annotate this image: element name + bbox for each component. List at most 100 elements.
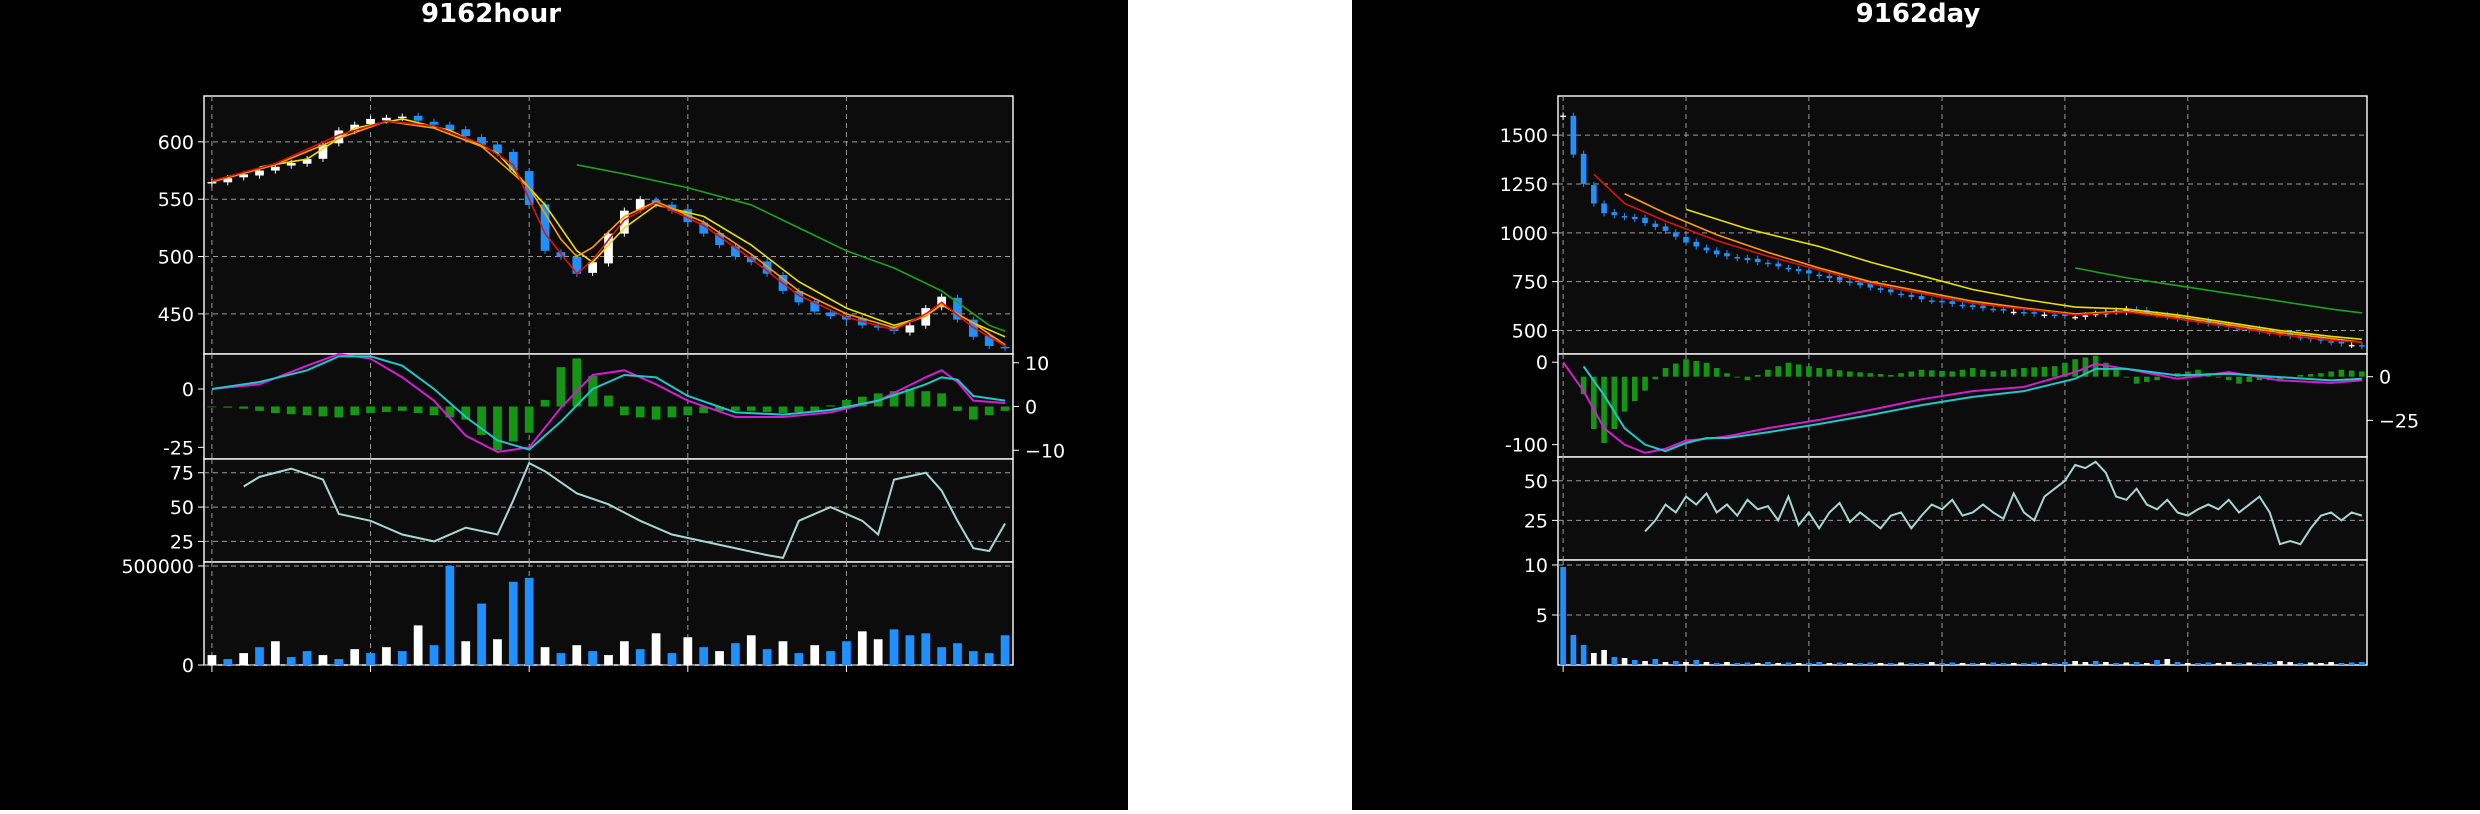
volume-bar (2103, 662, 2109, 665)
macd-histogram-bar (302, 406, 312, 416)
volume-bar (2174, 662, 2181, 665)
volume-bar (1662, 662, 1669, 665)
macd-histogram-bar (1703, 362, 1710, 377)
candle-body (572, 256, 582, 274)
macd-histogram-bar (1795, 364, 1802, 377)
candle-body (1908, 294, 1915, 297)
y-tick-label: -25 (163, 437, 194, 459)
volume-bar (1570, 635, 1577, 665)
volume-bar (1631, 660, 1638, 665)
candle-body (1672, 232, 1679, 237)
candle-body (604, 233, 613, 264)
macd-histogram-bar (921, 391, 931, 407)
volume-bar (397, 651, 407, 665)
volume-bar (715, 651, 724, 665)
y-tick-label: 600 (158, 132, 194, 154)
candle-body (1826, 275, 1833, 279)
macd-histogram-bar (1683, 359, 1689, 377)
candle-body (1765, 262, 1771, 265)
volume-bar (1877, 663, 1884, 665)
macd-histogram-bar (651, 406, 661, 420)
macd-histogram-bar (1611, 376, 1618, 430)
macd-histogram-bar (1765, 369, 1771, 377)
macd-histogram-bar (1591, 376, 1597, 430)
candle-body (2359, 345, 2365, 347)
volume-bar (1888, 663, 1894, 665)
plot-area (1557, 456, 2368, 561)
macd-histogram-bar (1806, 366, 1812, 377)
candle-body (1928, 300, 1935, 302)
volume-bar (271, 641, 280, 665)
volume-bar (1621, 658, 1628, 665)
volume-bar (1990, 662, 1997, 665)
y-tick-label: 750 (1512, 272, 1548, 294)
y-tick-label: 0 (182, 655, 194, 677)
candle-body (1795, 269, 1802, 272)
macd-histogram-bar (1580, 376, 1587, 395)
macd-histogram-bar (604, 395, 613, 407)
volume-bar (2246, 662, 2253, 665)
candle-body (366, 118, 375, 125)
candle-body (699, 222, 709, 234)
candle-body (413, 115, 423, 121)
y-tick-label-right: −10 (1025, 440, 1065, 462)
volume-bar (255, 647, 264, 665)
volume-bar (2277, 661, 2283, 665)
macd-histogram-bar (445, 406, 455, 418)
volume-bar (207, 655, 217, 665)
macd-histogram-bar (1754, 374, 1761, 377)
macd-histogram-bar (2328, 371, 2334, 377)
candle-body (1560, 115, 1566, 118)
macd-histogram-bar (1918, 369, 1925, 377)
macd-histogram-bar (2021, 367, 2027, 377)
macd-histogram-bar (1867, 373, 1874, 377)
volume-bar (2000, 663, 2007, 665)
volume-bar (2338, 663, 2345, 665)
candle-body (953, 297, 962, 320)
volume-bar (1836, 662, 1843, 665)
candle-body (239, 174, 249, 178)
moving-average-line (1685, 208, 2362, 341)
volume-bar (2041, 663, 2048, 665)
macd-histogram-bar (2041, 366, 2048, 377)
y-tick-label: 50 (170, 497, 194, 519)
volume-bar (223, 659, 233, 665)
volume-bar (334, 659, 344, 665)
macd-histogram-bar (1724, 373, 1730, 377)
macd-histogram-bar (255, 406, 264, 411)
chart-panel-daily: 9162day 500 750 1000 1250 1500 0 -100 0 −25 25 50 5… (1352, 0, 2480, 810)
macd-histogram-bar (1990, 371, 1997, 377)
macd-histogram-bar (762, 406, 772, 412)
macd-histogram-bar (937, 393, 946, 407)
volume-bar (366, 653, 375, 665)
rsi-line (1644, 460, 2363, 546)
candle-body (508, 151, 518, 171)
volume-bar (762, 649, 772, 665)
macd-line (211, 352, 1006, 454)
macd-histogram-bar (2195, 369, 2201, 377)
macd-histogram-bar (461, 406, 471, 420)
candle-body (810, 301, 820, 312)
macd-histogram-bar (778, 406, 788, 414)
candle-body (2051, 314, 2058, 317)
plot-area (1557, 559, 2368, 666)
macd-histogram-bar (826, 405, 835, 407)
chart-title: 9162day (1856, 0, 1981, 29)
macd-histogram-bar (1980, 369, 1986, 377)
macd-histogram-bar (889, 391, 899, 407)
candle-body (715, 233, 724, 246)
volume-bar (2062, 662, 2068, 665)
macd-histogram-bar (2225, 376, 2232, 381)
candle-body (1734, 257, 1741, 259)
macd-histogram-bar (1959, 369, 1966, 377)
volume-bar (572, 645, 582, 665)
volume-bar (2031, 662, 2037, 665)
candle-body (1591, 185, 1597, 204)
candle-body (271, 166, 280, 171)
y-tick-label: 75 (170, 463, 194, 485)
candle-body (2297, 336, 2304, 339)
macd-histogram-bar (286, 406, 296, 415)
candle-body (382, 117, 391, 121)
volume-bar (1785, 662, 1792, 665)
macd-histogram-bar (2072, 359, 2078, 377)
